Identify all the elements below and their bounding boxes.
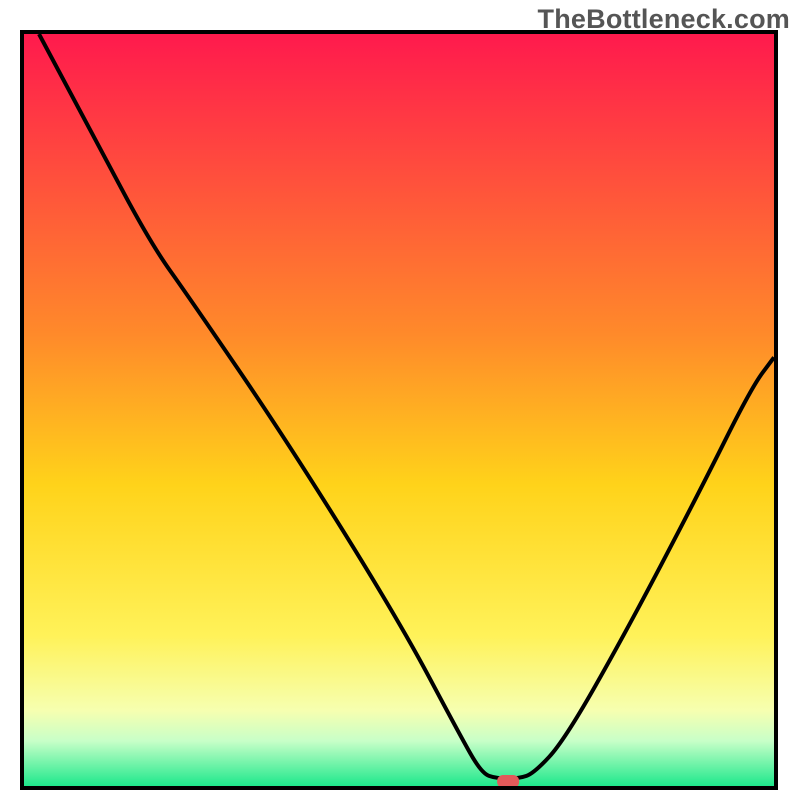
minimum-marker-icon <box>497 775 519 787</box>
plot-area <box>20 30 778 790</box>
chart-container: TheBottleneck.com <box>0 0 800 800</box>
bottleneck-curve <box>24 34 774 786</box>
